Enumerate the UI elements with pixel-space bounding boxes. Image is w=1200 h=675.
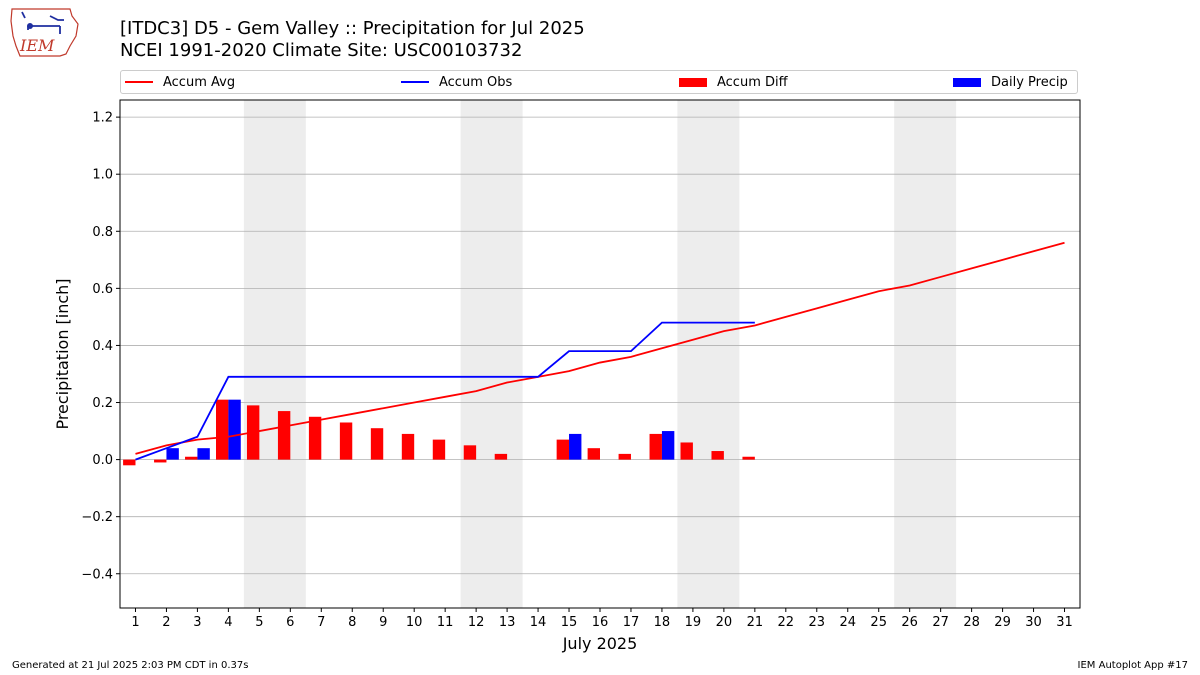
legend-item-accum-obs: Accum Obs — [401, 74, 512, 90]
accum-diff-bar — [339, 422, 353, 460]
weekend-shade — [894, 100, 957, 608]
x-tick-label: 11 — [437, 615, 454, 630]
x-tick-label: 8 — [348, 615, 356, 630]
x-tick-label: 10 — [406, 615, 423, 630]
accum-diff-bar — [587, 448, 600, 460]
chart-legend: Accum Avg Accum Obs Accum Diff Daily Pre… — [120, 70, 1078, 94]
accum-diff-bar — [123, 459, 136, 466]
x-tick-label: 1 — [131, 615, 139, 630]
x-tick-label: 12 — [468, 615, 485, 630]
svg-text:IEM: IEM — [19, 36, 55, 55]
y-tick-label: 0.4 — [92, 339, 113, 354]
x-tick-label: 22 — [778, 615, 795, 630]
y-tick-label: 0.6 — [92, 282, 113, 297]
x-tick-label: 18 — [654, 615, 671, 630]
x-tick-label: 5 — [255, 615, 263, 630]
accum-obs-line — [135, 321, 755, 461]
chart-title: [ITDC3] D5 - Gem Valley :: Precipitation… — [120, 18, 585, 39]
accum-diff-bar — [742, 456, 755, 460]
x-tick-label: 24 — [839, 615, 856, 630]
y-tick-label: 1.2 — [92, 111, 113, 126]
y-tick-label: 0.0 — [92, 453, 113, 468]
x-tick-label: 4 — [224, 615, 232, 630]
accum-diff-bar — [216, 399, 229, 460]
weekend-shade — [460, 100, 523, 608]
legend-label: Accum Avg — [163, 74, 236, 90]
x-tick-label: 7 — [317, 615, 325, 630]
daily-precip-bar — [661, 431, 675, 460]
accum-diff-bar — [618, 453, 631, 460]
accum-avg-line — [135, 241, 1065, 455]
x-tick-label: 31 — [1056, 615, 1073, 630]
y-tick-label: 0.2 — [92, 396, 113, 411]
x-tick-label: 26 — [901, 615, 918, 630]
daily-precip-bar — [228, 399, 241, 460]
y-tick-label: 0.8 — [92, 225, 113, 240]
y-axis-label: Precipitation [inch] — [53, 278, 72, 429]
x-tick-label: 19 — [685, 615, 702, 630]
accum-diff-bar — [432, 439, 446, 460]
x-tick-label: 30 — [1025, 615, 1042, 630]
x-tick-label: 27 — [932, 615, 949, 630]
x-tick-label: 15 — [561, 615, 578, 630]
legend-item-accum-avg: Accum Avg — [125, 74, 235, 90]
x-tick-label: 25 — [870, 615, 887, 630]
x-axis-label: July 2025 — [562, 634, 638, 653]
x-tick-label: 3 — [193, 615, 201, 630]
y-tick-label: −0.4 — [81, 567, 113, 582]
x-tick-label: 23 — [809, 615, 826, 630]
x-tick-label: 21 — [747, 615, 764, 630]
accum-diff-bar — [401, 433, 415, 460]
legend-patch-swatch — [953, 77, 981, 87]
generated-note: Generated at 21 Jul 2025 2:03 PM CDT in … — [12, 660, 249, 671]
legend-line-swatch — [125, 81, 153, 83]
y-tick-label: 1.0 — [92, 168, 113, 183]
legend-line-swatch — [401, 81, 429, 83]
x-tick-label: 13 — [499, 615, 516, 630]
accum-diff-bar — [308, 416, 322, 460]
legend-label: Accum Obs — [439, 74, 513, 90]
accum-diff-bar — [649, 433, 662, 460]
legend-patch-swatch — [679, 77, 707, 87]
x-tick-label: 28 — [963, 615, 980, 630]
accum-diff-bar — [277, 411, 291, 460]
legend-label: Accum Diff — [717, 74, 788, 90]
x-tick-label: 29 — [994, 615, 1011, 630]
accum-diff-bar — [185, 456, 198, 460]
daily-precip-bar — [569, 433, 582, 460]
accum-diff-bar — [154, 459, 167, 463]
accum-diff-bar — [494, 453, 508, 460]
daily-precip-bar — [197, 448, 210, 460]
accum-diff-bar — [711, 451, 724, 460]
accum-diff-bar — [680, 442, 693, 460]
weekend-shade — [677, 100, 740, 608]
x-tick-label: 20 — [716, 615, 733, 630]
y-tick-label: −0.2 — [81, 510, 113, 525]
x-tick-label: 14 — [530, 615, 547, 630]
x-tick-label: 2 — [162, 615, 170, 630]
iem-logo: IEM — [8, 6, 80, 60]
app-note: IEM Autoplot App #17 — [1077, 660, 1188, 671]
x-tick-label: 6 — [286, 615, 294, 630]
accum-diff-bar — [370, 428, 384, 460]
x-tick-label: 9 — [379, 615, 387, 630]
x-tick-label: 17 — [623, 615, 640, 630]
legend-item-daily-precip: Daily Precip — [953, 74, 1068, 90]
chart-subtitle: NCEI 1991-2020 Climate Site: USC00103732 — [120, 40, 523, 61]
legend-item-accum-diff: Accum Diff — [679, 74, 788, 90]
accum-diff-bar — [556, 439, 570, 460]
daily-precip-bar — [166, 448, 179, 460]
accum-diff-bar — [463, 445, 477, 460]
legend-label: Daily Precip — [991, 74, 1068, 90]
x-tick-label: 16 — [592, 615, 609, 630]
weekend-shade — [243, 100, 306, 608]
